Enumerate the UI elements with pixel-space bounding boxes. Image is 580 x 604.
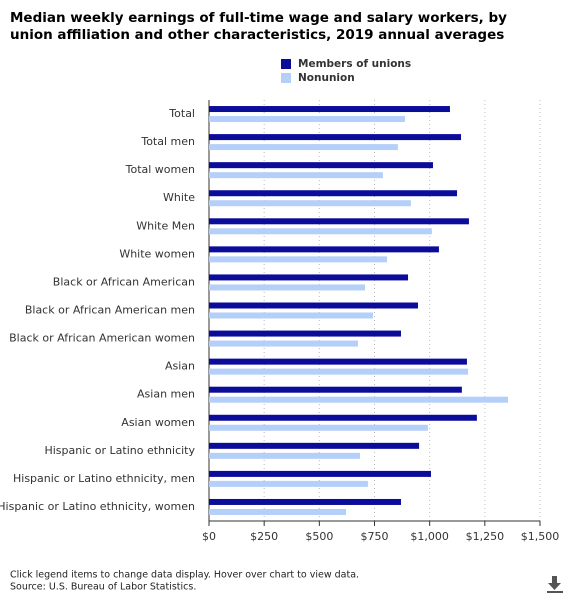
legend: Members of unions Nonunion — [281, 58, 411, 84]
legend-swatch[interactable] — [281, 59, 291, 69]
bar — [209, 424, 428, 431]
x-tick-label: $0 — [202, 530, 216, 543]
bar — [209, 386, 462, 393]
y-tick-label: Total women — [125, 163, 195, 176]
bar — [209, 256, 388, 263]
y-tick-label: Hispanic or Latino ethnicity, women — [0, 500, 195, 513]
legend-label[interactable]: Nonunion — [298, 72, 355, 84]
x-tick-label: $250 — [250, 530, 278, 543]
bar — [209, 246, 439, 253]
y-tick-label: Total men — [140, 135, 195, 148]
footnote: Click legend items to change data displa… — [10, 570, 359, 581]
bar — [209, 162, 433, 169]
bar — [209, 508, 347, 515]
x-tick-label: $750 — [361, 530, 389, 543]
y-tick-label: Asian women — [121, 416, 195, 429]
bar — [209, 330, 401, 337]
y-tick-label: White women — [119, 247, 195, 260]
bar — [209, 218, 469, 225]
plot: $0 $250 $500 $750 $1,000 $1,250 $1,500 Total Tot… — [0, 100, 559, 543]
y-tick-label: Black or African American women — [9, 332, 195, 345]
bar — [209, 480, 368, 487]
legend-label[interactable]: Members of unions — [298, 58, 411, 70]
bar — [209, 368, 469, 375]
bar — [209, 340, 358, 347]
x-tick-label: $1,250 — [466, 530, 505, 543]
bar — [209, 134, 462, 141]
bar — [209, 396, 509, 403]
bar — [209, 144, 398, 151]
bar — [209, 228, 432, 235]
bar — [209, 498, 401, 505]
bar — [209, 442, 420, 449]
legend-swatch[interactable] — [281, 73, 291, 83]
bar — [209, 200, 411, 207]
footnote: Source: U.S. Bureau of Labor Statistics. — [10, 582, 196, 593]
x-tick-label: $1,000 — [410, 530, 449, 543]
x-tick-label: $500 — [305, 530, 333, 543]
y-tick-label: White Men — [136, 219, 195, 232]
bar — [209, 274, 409, 281]
bar — [209, 414, 477, 421]
y-tick-label: Hispanic or Latino ethnicity, men — [13, 472, 195, 485]
bar — [209, 358, 467, 365]
y-tick-label: Asian men — [137, 388, 195, 401]
title: Median weekly earnings of full-time wage… — [10, 10, 507, 43]
y-tick-label: Black or African American — [53, 275, 195, 288]
y-tick-label: White — [163, 191, 195, 204]
bar — [209, 116, 405, 123]
bar — [209, 190, 458, 197]
bar — [209, 470, 431, 477]
y-tick-label: Black or African American men — [25, 304, 195, 317]
bar — [209, 172, 383, 179]
y-tick-label: Asian — [165, 360, 195, 373]
y-tick-label: Hispanic or Latino ethnicity — [44, 444, 195, 457]
bar — [209, 452, 360, 459]
x-tick-label: $1,500 — [521, 530, 560, 543]
bar — [209, 302, 418, 309]
download-icon[interactable] — [547, 576, 563, 593]
bar — [209, 106, 450, 113]
y-tick-label: Total — [168, 107, 195, 120]
bar — [209, 284, 366, 291]
bar — [209, 312, 373, 319]
chart-title: Median weekly earnings of full-time wage… — [10, 10, 507, 43]
